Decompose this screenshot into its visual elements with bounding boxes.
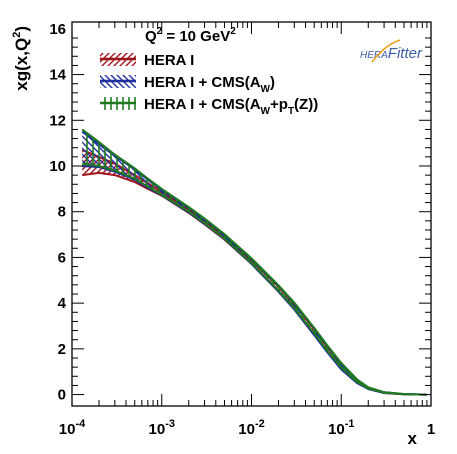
q2-annotation: Q2 = 10 GeV2 xyxy=(145,26,236,45)
y-tick-label: 4 xyxy=(58,295,67,312)
y-tick-label: 16 xyxy=(49,21,66,38)
uncertainty-bands xyxy=(81,128,427,396)
x-tick-label: 1 xyxy=(427,421,435,438)
x-tick-label: 10-1 xyxy=(328,418,354,438)
x-tick-label: 10-4 xyxy=(59,418,86,438)
y-axis-title: xg(x,Q2) xyxy=(11,26,31,91)
logo-swoosh xyxy=(371,39,401,63)
legend-label: HERA I + CMS(AW) xyxy=(144,74,275,95)
band-lower-edge-2 xyxy=(82,162,427,396)
legend-entry-0: HERA I xyxy=(100,52,194,69)
y-tick-label: 6 xyxy=(58,249,66,266)
y-tick-label: 2 xyxy=(58,341,66,358)
axis-labels: 0 2 4 6 8 10 12 14 16 10-4 10-3 10-2 10-1 1x xg(x,Q2) xyxy=(11,21,435,448)
band-lower-edge-0 xyxy=(82,171,427,396)
legend-label: HERA I xyxy=(144,52,194,69)
band-0 xyxy=(82,150,427,395)
herafitter-logo: HERAFitter xyxy=(360,39,423,63)
x-axis-title: x xyxy=(408,429,418,448)
x-tick-label: 10-2 xyxy=(238,418,264,438)
y-tick-label: 10 xyxy=(49,158,66,175)
herafitter-logo-text: HERAFitter xyxy=(360,45,423,62)
y-tick-label: 8 xyxy=(58,204,66,221)
band-upper-edge-0 xyxy=(81,149,427,396)
band-lower-edge-1 xyxy=(82,165,427,396)
axis-ticks xyxy=(71,22,432,406)
y-tick-label: 0 xyxy=(58,387,66,404)
legend-entry-2: HERA I + CMS(AW+pT(Z)) xyxy=(100,96,318,117)
y-tick-label: 12 xyxy=(49,112,66,129)
x-tick-label: 10-3 xyxy=(149,418,175,438)
legend-entry-1: HERA I + CMS(AW) xyxy=(100,74,275,95)
band-upper-edge-2 xyxy=(81,128,427,396)
legend: Q2 = 10 GeV2 HERA I HERA I + CMS(AW)HERA I… xyxy=(100,26,318,117)
legend-label: HERA I + CMS(AW+pT(Z)) xyxy=(144,96,318,117)
y-tick-label: 14 xyxy=(49,67,66,84)
